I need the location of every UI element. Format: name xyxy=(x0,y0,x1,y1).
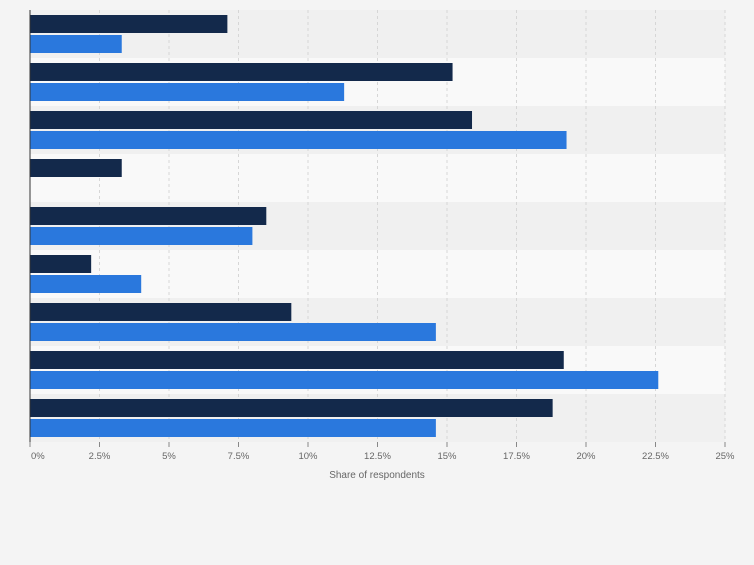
bar xyxy=(30,35,122,53)
bar xyxy=(30,419,436,437)
bar xyxy=(30,111,473,129)
x-tick-label: 17.5% xyxy=(503,451,530,462)
bar xyxy=(30,303,292,321)
x-tick-label: 10% xyxy=(298,451,318,462)
x-tick-label: 25% xyxy=(715,451,735,462)
x-tick-label: 5% xyxy=(162,451,176,462)
bar xyxy=(30,131,567,149)
x-tick-label: 22.5% xyxy=(642,451,669,462)
x-axis-label: Share of respondents xyxy=(329,470,425,481)
bar xyxy=(30,255,92,273)
bar xyxy=(30,371,659,389)
bar xyxy=(30,399,553,417)
x-tick-label: 15% xyxy=(437,451,457,462)
x-tick-label: 12.5% xyxy=(364,451,391,462)
bar xyxy=(30,63,453,81)
grid-lines xyxy=(99,10,726,442)
bars-group xyxy=(30,15,659,437)
x-tick-label: 20% xyxy=(576,451,596,462)
x-tick-label: 0% xyxy=(31,451,45,462)
x-tick-label: 2.5% xyxy=(89,451,111,462)
x-axis: 0% 2.5% 5% 7.5% 10% 12.5% 15% 17.5% 20% 22.5% 25% xyxy=(29,10,735,462)
bar xyxy=(30,227,253,245)
bar xyxy=(30,323,436,341)
bar xyxy=(30,207,267,225)
bar xyxy=(30,159,122,177)
x-tick-label: 7.5% xyxy=(228,451,250,462)
bar xyxy=(30,275,142,293)
bar xyxy=(30,351,564,369)
bar xyxy=(30,15,228,33)
bar xyxy=(30,83,345,101)
